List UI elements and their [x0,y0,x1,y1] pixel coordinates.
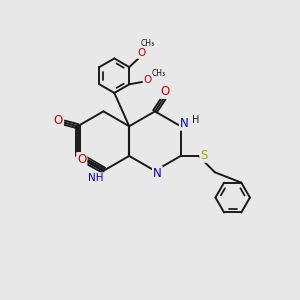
Text: NH: NH [88,173,104,183]
Text: O: O [54,114,63,127]
Text: O: O [77,153,86,166]
Text: H: H [192,115,200,125]
Text: CH₃: CH₃ [152,69,166,78]
Text: O: O [144,75,152,85]
Text: N: N [153,167,162,180]
Text: S: S [200,149,208,162]
Text: CH₃: CH₃ [141,39,155,48]
Text: O: O [137,48,145,58]
Text: N: N [180,117,189,130]
Text: O: O [161,85,170,98]
